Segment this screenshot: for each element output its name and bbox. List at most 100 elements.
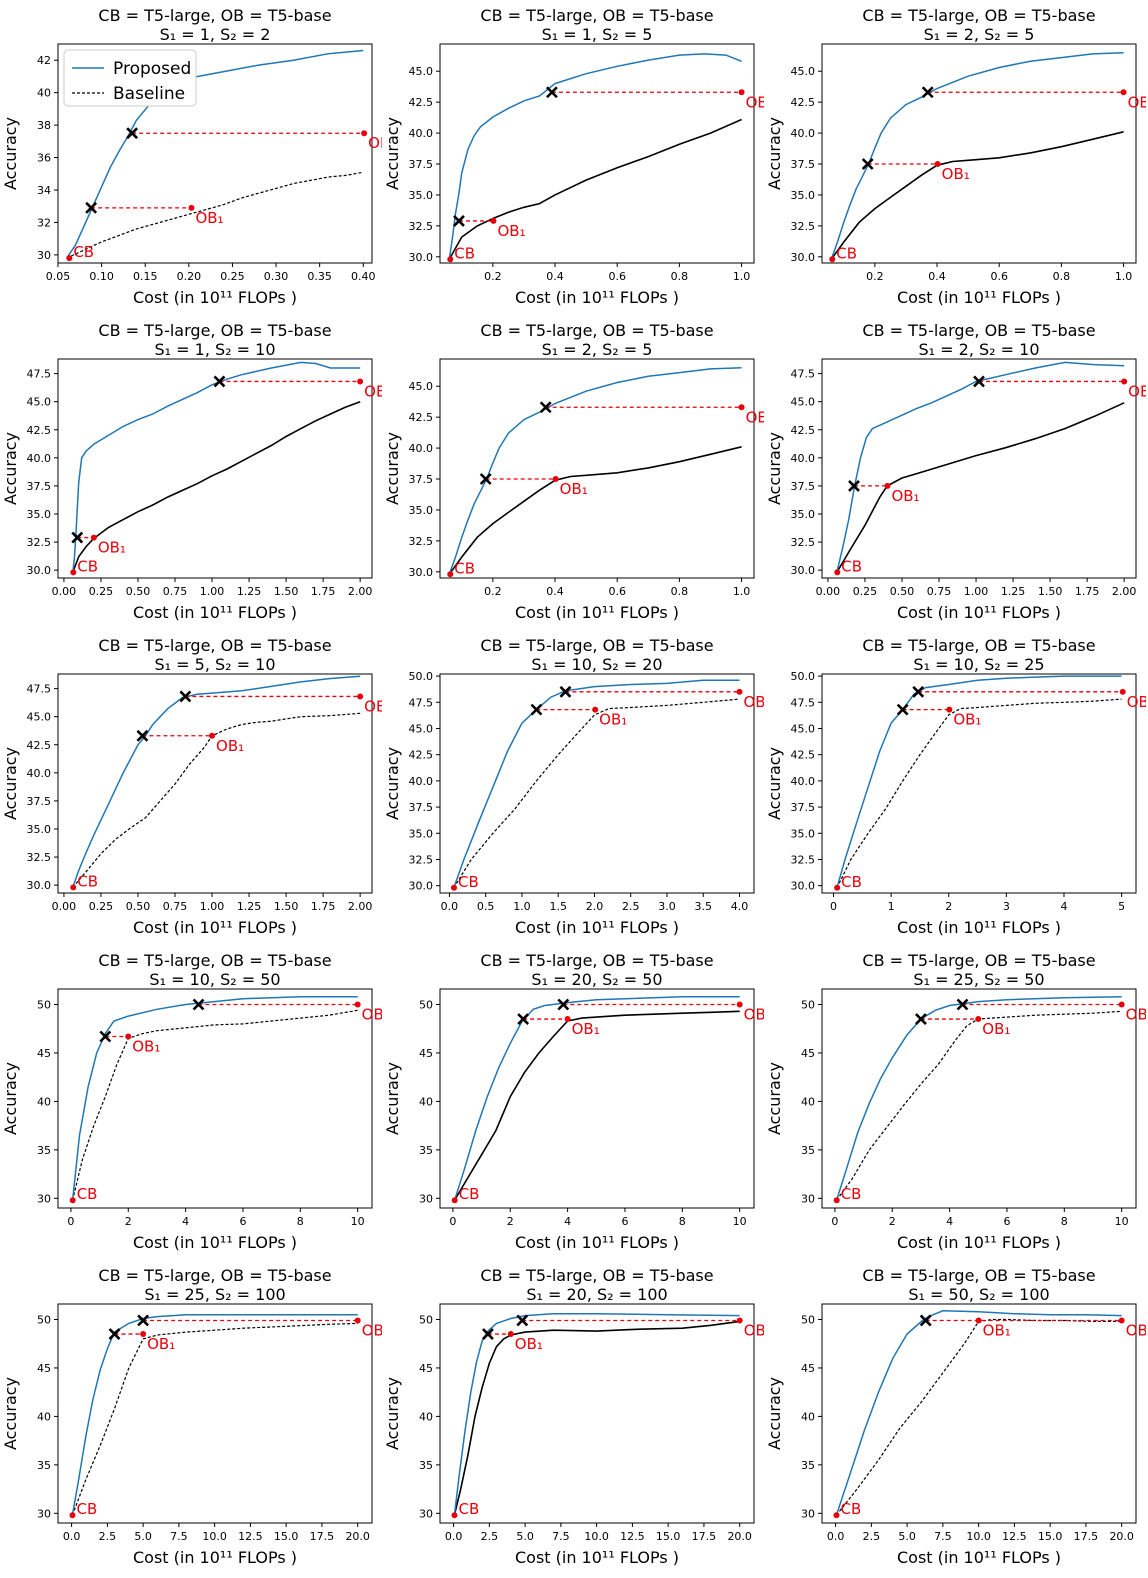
y-tick-label: 42.5 — [27, 424, 52, 437]
chart-panel: CB = T5-large, OB = T5-base S₁ = 10, S₂ =… — [0, 945, 390, 1259]
cross-marker — [179, 690, 192, 703]
y-tick-label: 37.5 — [409, 473, 434, 486]
x-tick-label: 0.6 — [608, 270, 626, 283]
x-tick-label: 17.5 — [692, 1530, 717, 1543]
y-tick-label: 32 — [37, 216, 51, 229]
cross-marker — [861, 158, 874, 170]
cross-marker — [973, 375, 985, 388]
x-tick-label: 1.00 — [200, 900, 225, 913]
y-tick-label: 30 — [37, 1507, 51, 1520]
legend-box — [63, 49, 197, 107]
cross-stroke — [956, 998, 969, 1011]
y-tick-label: 32.5 — [791, 536, 816, 549]
marker-label-ob1: OB₁ — [132, 1037, 160, 1055]
y-tick-label: 45.0 — [791, 396, 816, 409]
x-tick-label: 20.0 — [345, 1530, 370, 1543]
chart-panel: CB = T5-large, OB = T5-base S₁ = 1, S₂ = … — [0, 0, 396, 314]
y-tick-label: 35.0 — [27, 823, 52, 836]
x-tick-label: 1.50 — [274, 585, 299, 598]
y-tick-label: 30 — [419, 1507, 433, 1520]
y-tick-label: 30.0 — [409, 566, 434, 579]
x-tick-label: 1.00 — [200, 585, 225, 598]
x-tick-label: 1.0 — [733, 585, 751, 598]
chart-panel: CB = T5-large, OB = T5-base S₁ = 5, S₂ = … — [0, 630, 392, 944]
marker-point-cb — [451, 1197, 458, 1204]
chart-panel: CB = T5-large, OB = T5-base S₁ = 2, S₂ = … — [764, 315, 1148, 629]
y-tick-label: 37.5 — [409, 801, 434, 814]
plot-frame — [439, 358, 755, 579]
y-tick-label: 32.5 — [27, 536, 52, 549]
y-tick-label: 30 — [419, 1192, 433, 1205]
cross-marker — [213, 375, 226, 388]
chart-panel: CB = T5-large, OB = T5-base S₁ = 1, S₂ = … — [0, 315, 392, 629]
plot-frame — [57, 43, 373, 264]
marker-point-cb — [834, 884, 841, 891]
marker-point-ob2 — [354, 1317, 361, 1324]
marker-label-ob2: OB₂ — [362, 1321, 382, 1339]
marker-point-ob1 — [592, 706, 599, 713]
x-tick-label: 5.0 — [898, 1530, 916, 1543]
y-tick-label: 45.0 — [409, 65, 434, 78]
marker-point-ob2 — [1119, 688, 1126, 695]
y-tick-label: 42.5 — [791, 749, 816, 762]
y-tick-label: 40 — [419, 1410, 433, 1423]
marker-point-cb — [833, 1197, 840, 1204]
x-tick-label: 15.0 — [656, 1530, 681, 1543]
y-axis-label: Accuracy — [383, 432, 402, 505]
cross-stroke — [912, 685, 925, 698]
chart-subtitle: S₁ = 20, S₂ = 100 — [526, 1285, 667, 1304]
x-tick-label: 2.00 — [348, 585, 373, 598]
chart-title: CB = T5-large, OB = T5-base — [862, 636, 1095, 655]
marker-label-ob2: OB₂ — [744, 1321, 764, 1339]
y-tick-label: 50 — [37, 999, 51, 1012]
x-tick-label: 0.15 — [133, 270, 158, 283]
x-tick-label: 0.0 — [63, 1530, 81, 1543]
marker-label-ob1: OB₁ — [147, 1335, 175, 1353]
plot-frame — [439, 988, 755, 1209]
plot-frame — [57, 1303, 373, 1524]
y-tick-label: 32.5 — [409, 220, 434, 233]
plot-frame — [57, 358, 373, 579]
y-tick-label: 30 — [801, 1192, 815, 1205]
marker-label-cb: CB — [454, 244, 475, 262]
marker-point-ob1 — [564, 1016, 571, 1023]
cross-marker — [479, 473, 492, 485]
cross-stroke — [479, 473, 492, 485]
marker-point-ob1 — [507, 1331, 514, 1338]
cross-marker — [539, 401, 552, 414]
x-tick-label: 3 — [1003, 900, 1010, 913]
marker-label-cb: CB — [841, 873, 862, 891]
proposed-line — [830, 51, 1124, 260]
marker-point-ob2 — [354, 1001, 361, 1008]
marker-point-cb — [447, 256, 454, 263]
chart-subtitle: S₁ = 2, S₂ = 5 — [542, 340, 653, 359]
x-tick-label: 0.2 — [484, 585, 502, 598]
x-tick-label: 0.25 — [853, 585, 878, 598]
marker-label-cb: CB — [73, 243, 94, 261]
y-tick-label: 50 — [801, 999, 815, 1012]
x-tick-label: 2.5 — [481, 1530, 499, 1543]
y-axis-label: Accuracy — [1, 432, 20, 505]
x-tick-label: 0.4 — [546, 270, 564, 283]
x-axis-label: Cost (in 10¹¹ FLOPs ) — [133, 1233, 297, 1252]
marker-label-cb: CB — [77, 557, 98, 575]
marker-label-ob1: OB₁ — [942, 165, 970, 183]
x-tick-label: 0.8 — [671, 270, 689, 283]
marker-point-ob1 — [209, 732, 216, 739]
cross-marker — [559, 685, 572, 698]
x-tick-label: 0.2 — [866, 270, 884, 283]
y-tick-label: 36 — [37, 152, 51, 165]
y-tick-label: 50 — [801, 1314, 815, 1327]
chart-panel: CB = T5-large, OB = T5-base S₁ = 50, S₂ =… — [764, 1260, 1148, 1574]
proposed-line — [448, 53, 742, 260]
x-tick-label: 0.8 — [1053, 270, 1071, 283]
cross-stroke — [848, 479, 860, 492]
marker-label-ob2: OB₂ — [746, 408, 764, 426]
baseline-line — [835, 1318, 1122, 1516]
plot-frame — [821, 673, 1137, 894]
baseline-line — [448, 118, 742, 260]
y-axis-label: Accuracy — [765, 747, 784, 820]
